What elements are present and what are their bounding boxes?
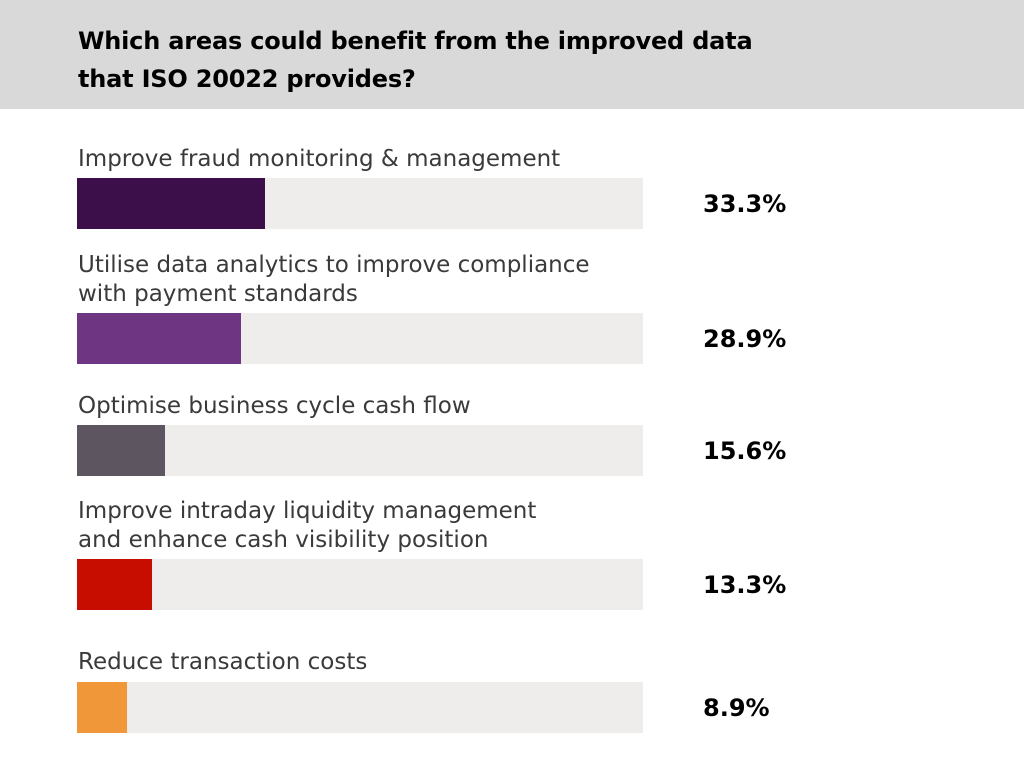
value-label: 28.9% [703, 325, 787, 353]
value-label: 8.9% [703, 694, 770, 722]
bar [77, 178, 265, 229]
category-label: Improve intraday liquidity management an… [78, 498, 537, 553]
title-band: Which areas could benefit from the impro… [0, 0, 1024, 109]
bar-track [77, 178, 643, 229]
category-label: Improve fraud monitoring & management [78, 146, 561, 172]
bar [77, 559, 152, 610]
bar [77, 682, 127, 733]
bar-track [77, 559, 643, 610]
category-label: Optimise business cycle cash flow [78, 393, 471, 419]
category-label: Reduce transaction costs [78, 649, 368, 675]
value-label: 13.3% [703, 571, 787, 599]
bar-track [77, 313, 643, 364]
value-label: 33.3% [703, 190, 787, 218]
category-label: Utilise data analytics to improve compli… [78, 252, 590, 307]
bar-track [77, 425, 643, 476]
bar [77, 425, 165, 476]
bar [77, 313, 241, 364]
chart-title: Which areas could benefit from the impro… [78, 27, 753, 93]
value-label: 15.6% [703, 437, 787, 465]
bar-track [77, 682, 643, 733]
